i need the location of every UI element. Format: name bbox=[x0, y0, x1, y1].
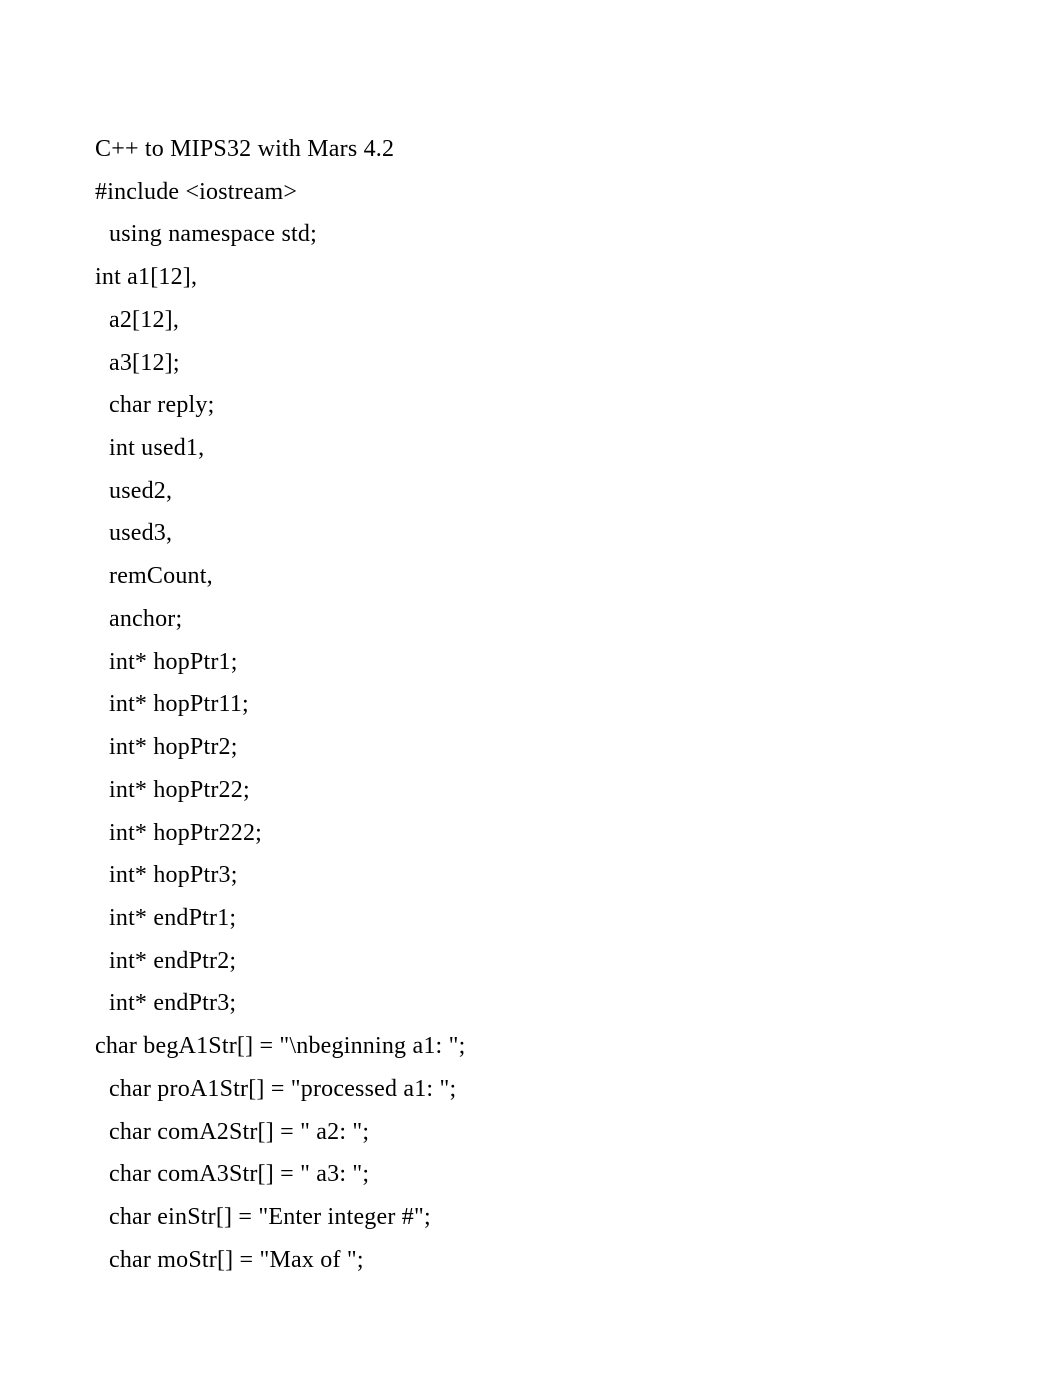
code-line: char comA2Str[] = " a2: "; bbox=[95, 1111, 967, 1154]
code-line: anchor; bbox=[95, 598, 967, 641]
code-line: C++ to MIPS32 with Mars 4.2 bbox=[95, 128, 967, 171]
code-line: #include <iostream> bbox=[95, 171, 967, 214]
code-line: int used1, bbox=[95, 427, 967, 470]
code-line: int* hopPtr22; bbox=[95, 769, 967, 812]
code-line: char moStr[] = "Max of "; bbox=[95, 1239, 967, 1282]
code-line: int* hopPtr222; bbox=[95, 812, 967, 855]
code-line: int* hopPtr3; bbox=[95, 854, 967, 897]
code-line: used2, bbox=[95, 470, 967, 513]
code-block: C++ to MIPS32 with Mars 4.2#include <ios… bbox=[95, 128, 967, 1281]
code-line: remCount, bbox=[95, 555, 967, 598]
code-line: int* endPtr1; bbox=[95, 897, 967, 940]
code-line: int* endPtr3; bbox=[95, 982, 967, 1025]
code-line: char comA3Str[] = " a3: "; bbox=[95, 1153, 967, 1196]
document-page: C++ to MIPS32 with Mars 4.2#include <ios… bbox=[0, 0, 1062, 1377]
code-line: char begA1Str[] = "\nbeginning a1: "; bbox=[95, 1025, 967, 1068]
code-line: int* hopPtr2; bbox=[95, 726, 967, 769]
code-line: char reply; bbox=[95, 384, 967, 427]
code-line: a2[12], bbox=[95, 299, 967, 342]
code-line: int* hopPtr1; bbox=[95, 641, 967, 684]
code-line: char proA1Str[] = "processed a1: "; bbox=[95, 1068, 967, 1111]
code-line: using namespace std; bbox=[95, 213, 967, 256]
code-line: int* hopPtr11; bbox=[95, 683, 967, 726]
code-line: char einStr[] = "Enter integer #"; bbox=[95, 1196, 967, 1239]
code-line: int* endPtr2; bbox=[95, 940, 967, 983]
code-line: a3[12]; bbox=[95, 342, 967, 385]
code-line: used3, bbox=[95, 512, 967, 555]
code-line: int a1[12], bbox=[95, 256, 967, 299]
